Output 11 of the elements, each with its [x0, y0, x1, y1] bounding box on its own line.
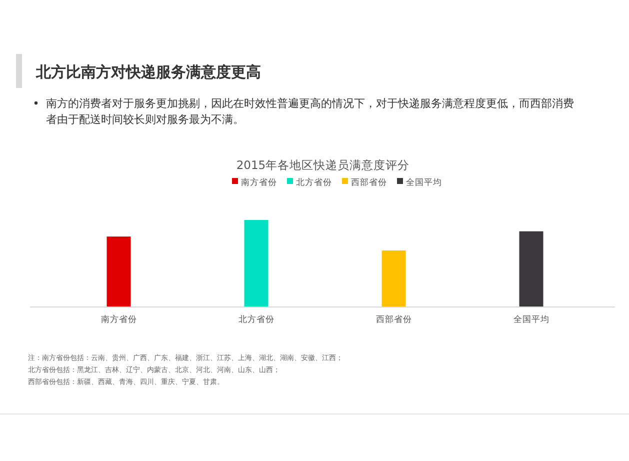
x-tick-label: 西部省份: [376, 314, 412, 325]
x-tick-label: 北方省份: [238, 314, 274, 325]
x-tick-label: 全国平均: [513, 314, 550, 325]
legend-label: 南方省份: [241, 177, 277, 188]
x-axis-title: 2015年各地区快递员满意度评分: [236, 158, 410, 172]
chart-title: 北方比南方对快递服务满意度更高: [35, 63, 261, 81]
chart-subtitle: 南方的消费者对于服务更加挑剔，因此在时效性普遍更高的情况下，对于快递服务满意程度更低，而西部消费者由于配送时间较长则对服务最为不满。: [46, 97, 574, 126]
legend-label: 西部省份: [351, 177, 387, 188]
legend-label: 全国平均: [406, 177, 442, 188]
x-tick-label: 南方省份: [100, 314, 137, 325]
legend-label: 北方省份: [296, 177, 332, 188]
